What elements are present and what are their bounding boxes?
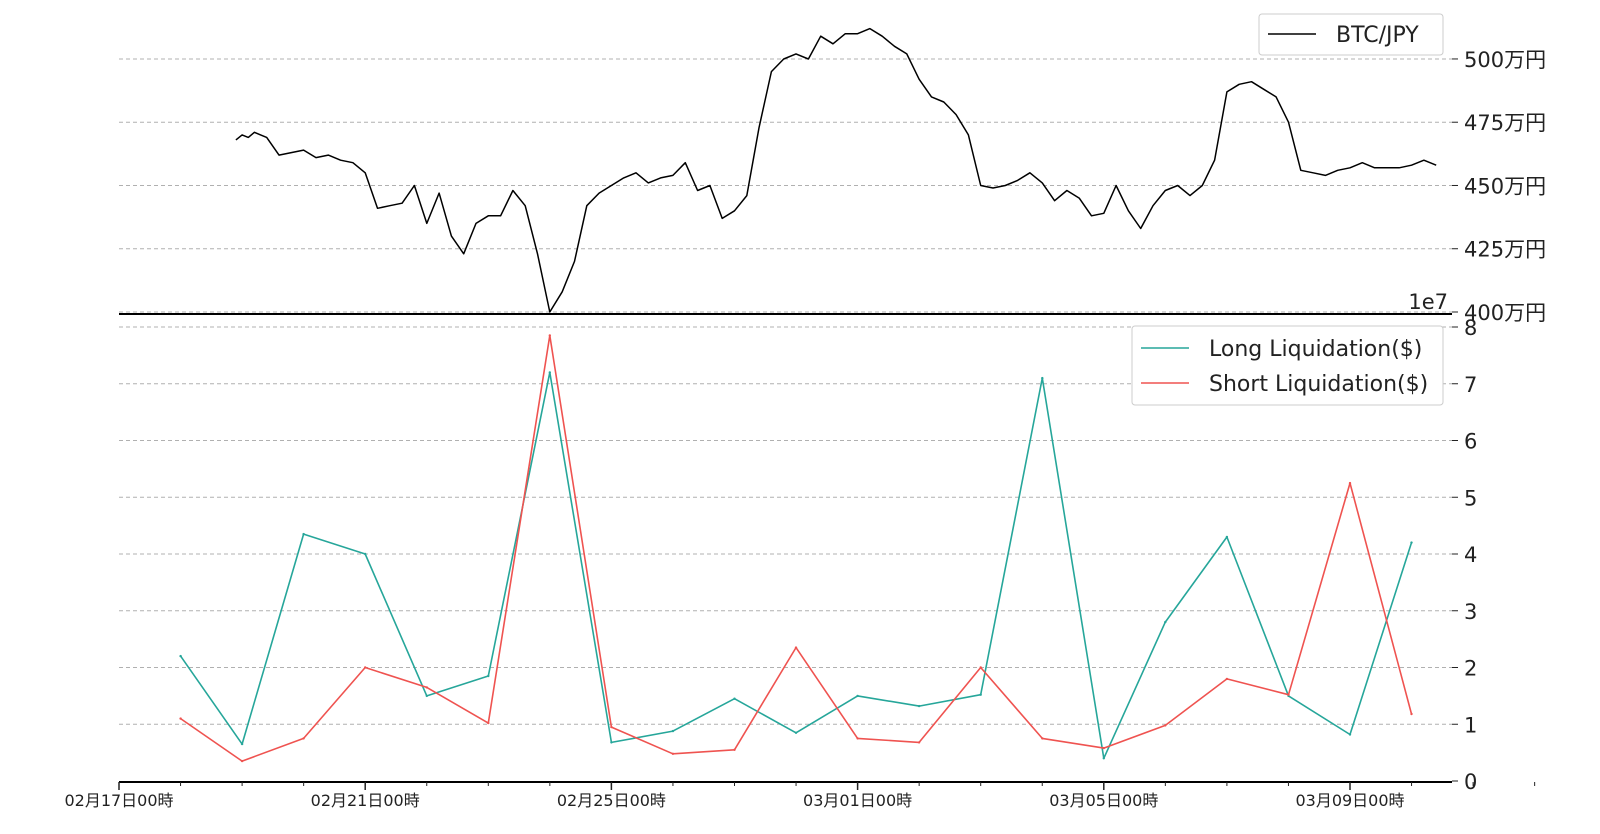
- price-ytick-label: 450万円: [1464, 174, 1546, 198]
- x-tick-label: 02月17日00時: [64, 791, 173, 810]
- short-liquidation-point: [610, 725, 613, 729]
- long-liquidation-point: [1164, 620, 1167, 624]
- price-ytick-label: 400万円: [1464, 301, 1546, 325]
- long-liquidation-point: [1410, 541, 1413, 544]
- long-liquidation-point: [733, 697, 736, 700]
- long-liquidation-point: [425, 694, 428, 698]
- short-liquidation-point: [733, 748, 736, 751]
- short-liquidation-point: [1164, 724, 1167, 727]
- price-offset-label: 1e7: [1408, 290, 1448, 314]
- liq-ytick-label: 3: [1464, 600, 1477, 624]
- x-tick-label: 02月25日00時: [557, 791, 666, 810]
- long-liquidation-point: [179, 654, 182, 658]
- long-liquidation-point: [917, 704, 921, 708]
- long-liquidation-point: [1348, 733, 1352, 736]
- liq-ytick-label: 0: [1464, 770, 1477, 794]
- short-liquidation-point: [856, 737, 859, 740]
- legend-label-btc-jpy: BTC/JPY: [1336, 23, 1419, 48]
- liq-ytick-label: 4: [1464, 543, 1477, 567]
- price-ytick-label: 500万円: [1464, 48, 1546, 72]
- short-liquidation-point: [1041, 737, 1044, 740]
- short-liquidation-point: [425, 686, 428, 689]
- legend-label-long-liquidation: Long Liquidation($): [1209, 337, 1422, 362]
- liq-ytick-label: 2: [1464, 657, 1477, 681]
- short-liquidation-point: [1348, 481, 1352, 485]
- short-liquidation-point: [364, 666, 367, 669]
- btc-jpy-price-line: [235, 27, 1437, 313]
- liq-legend-box: [1131, 325, 1444, 406]
- short-liquidation-point: [179, 717, 182, 720]
- price-panel: 400万円 425万円 450万円 475万円 500万円 1e7 BTC/JPY: [119, 13, 1546, 325]
- short-liquidation-point: [1410, 712, 1413, 716]
- long-liquidation-point: [1102, 757, 1106, 760]
- long-liquidation-point: [364, 552, 367, 556]
- liquidation-panel: 0 1 2 3 4 5 6 7 8 02月17日00時 02月21日00時 02月25日00時 03月0…: [64, 316, 1536, 810]
- liq-ytick-label: 1: [1464, 713, 1477, 737]
- liq-ytick-label: 6: [1464, 430, 1477, 454]
- long-liquidation-point: [302, 532, 305, 536]
- x-tick-label: 03月05日00時: [1049, 791, 1158, 810]
- long-liquidation-line: [179, 371, 1413, 760]
- x-tick-label: 03月09日00時: [1295, 791, 1404, 810]
- long-liquidation-point: [671, 729, 675, 733]
- long-liquidation-point: [979, 693, 982, 696]
- long-liquidation-point: [856, 694, 859, 698]
- liq-ytick-label: 8: [1464, 316, 1477, 340]
- x-tick-label: 03月01日00時: [803, 791, 912, 810]
- short-liquidation-point: [1102, 746, 1106, 750]
- short-liquidation-point: [302, 737, 305, 740]
- price-legend-box: [1258, 13, 1444, 56]
- long-liquidation-point: [610, 741, 613, 744]
- short-liquidation-point: [240, 759, 244, 763]
- long-liquidation-point: [240, 742, 244, 746]
- short-liquidation-point: [979, 666, 982, 669]
- long-liquidation-point: [1225, 535, 1229, 539]
- liq-ytick-label: 5: [1464, 486, 1477, 510]
- short-liquidation-point: [548, 334, 551, 337]
- short-liquidation-point: [794, 646, 798, 649]
- legend-label-short-liquidation: Short Liquidation($): [1209, 372, 1428, 397]
- short-liquidation-point: [1225, 677, 1229, 681]
- long-liquidation-point: [487, 674, 490, 678]
- long-liquidation-point: [548, 371, 551, 374]
- long-liquidation-point: [1041, 376, 1044, 380]
- x-tick-label: 02月21日00時: [311, 791, 420, 810]
- short-liquidation-point: [671, 752, 675, 755]
- liq-ytick-label: 7: [1464, 373, 1477, 397]
- short-liquidation-point: [917, 741, 921, 744]
- short-liquidation-point: [487, 721, 490, 725]
- short-liquidation-point: [1287, 693, 1290, 696]
- price-ytick-label: 425万円: [1464, 238, 1546, 262]
- price-ytick-label: 475万円: [1464, 111, 1546, 135]
- long-liquidation-point: [794, 731, 798, 734]
